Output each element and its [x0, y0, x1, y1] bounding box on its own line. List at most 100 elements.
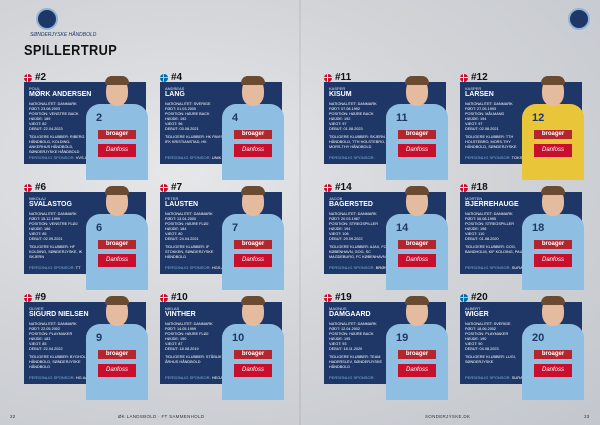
player-number-text: #19 — [335, 292, 352, 303]
player-hair — [541, 186, 565, 195]
jersey-number: 4 — [232, 112, 239, 124]
player-hair — [105, 76, 129, 85]
player-clubs: TIDLIGERE KLUBBER: SKJERN HÅNDBOLD, TTH … — [329, 135, 386, 149]
player-fact: POSITION: HØJRE BACK — [329, 332, 374, 336]
player-fact: DEBUT: 01.08.2020 — [465, 237, 499, 241]
player-fact: FØDT: 12.04.2002 — [329, 327, 361, 331]
player-first-name: KASPER — [465, 86, 482, 91]
player-clubs: TIDLIGERE KLUBBER: TTH HOLSTEBRO, MORS-T… — [465, 135, 517, 149]
player-fact: FØDT: 13.04.2000 — [165, 217, 197, 221]
player-head — [242, 298, 264, 326]
player-card: NIKOLAJ SVALASTOG NATIONALITET: DANMARK F… — [24, 182, 152, 290]
player-number-text: #14 — [335, 182, 352, 193]
player-photo: 12 broager Danfoss — [518, 76, 588, 180]
player-clubs: TIDLIGERE KLUBBER: IF STOKKEN, SØNDERJYS… — [165, 245, 214, 259]
player-number-text: #6 — [35, 182, 47, 193]
player-fact: HØJDE: 190 — [165, 337, 187, 341]
jersey-sponsor-danfoss: Danfoss — [234, 254, 272, 267]
jersey-sponsor-broager: broager — [234, 350, 272, 359]
player-clubs: TIDLIGERE KLUBBER: AJAX, FC KØBENHAVN, G… — [329, 245, 387, 259]
player-number-text: #12 — [471, 72, 488, 83]
jersey-sponsor-danfoss: Danfoss — [534, 364, 572, 377]
sponsor-name: VVS A/S — [75, 155, 92, 160]
sponsor-name: UNIK A/S — [211, 155, 229, 160]
personal-sponsor: PERSONLIG SPONSOR: VVS A/S — [29, 155, 91, 160]
jersey-number: 18 — [532, 222, 545, 234]
jersey-sponsor-danfoss: Danfoss — [534, 254, 572, 267]
player-hair — [105, 296, 129, 305]
player-number-text: #9 — [35, 292, 47, 303]
player-fact: HØJDE: 190 — [465, 337, 487, 341]
player-card: KASPER LARSEN NATIONALITET: DANMARK FØDT:… — [460, 72, 588, 180]
jersey-sponsor-broager: broager — [534, 130, 572, 139]
footer-left-text: ØK LANDSBOLD · FT SAMMENHOLD — [118, 414, 205, 419]
denmark-flag-icon — [460, 183, 468, 192]
player-last-name: BAGERSTED — [329, 201, 373, 208]
player-number: #14 — [324, 182, 352, 193]
player-fact: DEBUT: 01.08.2023 — [329, 127, 363, 131]
player-fact: POSITION: VENSTRE BACK — [29, 112, 79, 116]
player-number: #12 — [460, 72, 488, 83]
player-hair — [405, 296, 429, 305]
jersey-sponsor-broager: broager — [398, 240, 436, 249]
jersey-number: 2 — [96, 112, 103, 124]
jersey-sponsor-danfoss: Danfoss — [534, 144, 572, 157]
player-fact: VÆGT: 85 — [29, 342, 47, 346]
player-number: #11 — [324, 72, 351, 83]
player-fact: DEBUT: 29.09.2022 — [329, 237, 363, 241]
player-fact: POSITION: STREGSPILLER — [465, 222, 514, 226]
player-photo: 18 broager Danfoss — [518, 186, 588, 290]
player-fact: DEBUT: 24.04.2021 — [165, 237, 199, 241]
denmark-flag-icon — [24, 73, 32, 82]
jersey: 12 broager Danfoss — [522, 104, 584, 180]
player-fact: HØJDE: 186 — [29, 227, 51, 231]
player-last-name: BJERREHAUGE — [465, 201, 519, 208]
player-fact: NATIONALITET: DANMARK — [29, 102, 77, 106]
jersey-number: 10 — [232, 332, 245, 344]
jersey: 10 broager Danfoss — [222, 324, 284, 400]
player-hair — [541, 76, 565, 85]
player-card: ALBERT WIGER NATIONALITET: SVERIGE FØDT: … — [460, 292, 588, 400]
player-head — [242, 188, 264, 216]
player-photo: 2 broager Danfoss — [82, 76, 152, 180]
personal-sponsor: PERSONLIG SPONSOR: — [329, 155, 375, 160]
player-fact: VÆGT: 96 — [165, 122, 183, 126]
jersey-sponsor-danfoss: Danfoss — [398, 144, 436, 157]
player-hair — [105, 186, 129, 195]
player-card: PETER LAUSTEN NATIONALITET: DANMARK FØDT:… — [160, 182, 288, 290]
personal-sponsor: PERSONLIG SPONSOR: UNIK A/S — [165, 155, 229, 160]
player-fact: FØDT: 20.03.1987 — [329, 217, 361, 221]
player-hair — [241, 76, 265, 85]
player-number: #20 — [460, 292, 488, 303]
player-last-name: MØRK ANDERSEN — [29, 91, 92, 98]
sponsor-label: PERSONLIG SPONSOR: — [165, 265, 211, 270]
player-fact: DEBUT: 18.11.2020 — [329, 347, 363, 351]
sponsor-name: HGS A/S — [211, 265, 228, 270]
player-fact: FØDT: 18.06.2002 — [465, 327, 497, 331]
jersey-sponsor-danfoss: Danfoss — [234, 144, 272, 157]
player-head — [106, 78, 128, 106]
player-number: #6 — [24, 182, 46, 193]
player-photo: 9 broager Danfoss — [82, 296, 152, 400]
player-fact: NATIONALITET: DANMARK — [329, 212, 377, 216]
sponsor-label: PERSONLIG SPONSOR: — [465, 155, 511, 160]
sweden-flag-icon — [460, 293, 468, 302]
player-head — [406, 188, 428, 216]
player-photo: 6 broager Danfoss — [82, 186, 152, 290]
player-hair — [241, 296, 265, 305]
player-first-name: KASPER — [329, 86, 346, 91]
player-fact: VÆGT: 110 — [465, 232, 485, 236]
jersey: 2 broager Danfoss — [86, 104, 148, 180]
player-last-name: LARSEN — [465, 91, 494, 98]
player-fact: NATIONALITET: DANMARK — [465, 102, 513, 106]
jersey: 7 broager Danfoss — [222, 214, 284, 290]
jersey-number: 19 — [396, 332, 409, 344]
jersey: 9 broager Danfoss — [86, 324, 148, 400]
denmark-flag-icon — [24, 183, 32, 192]
player-fact: NATIONALITET: SVERIGE — [165, 102, 211, 106]
jersey-sponsor-broager: broager — [398, 350, 436, 359]
player-fact: POSITION: MÅLMAND — [465, 112, 505, 116]
jersey-number: 14 — [396, 222, 409, 234]
player-fact: FØDT: 23.08.2003 — [29, 107, 61, 111]
player-clubs: TIDLIGERE KLUBBER: RIBERG HÅNDBOLD, KOLD… — [29, 135, 85, 154]
